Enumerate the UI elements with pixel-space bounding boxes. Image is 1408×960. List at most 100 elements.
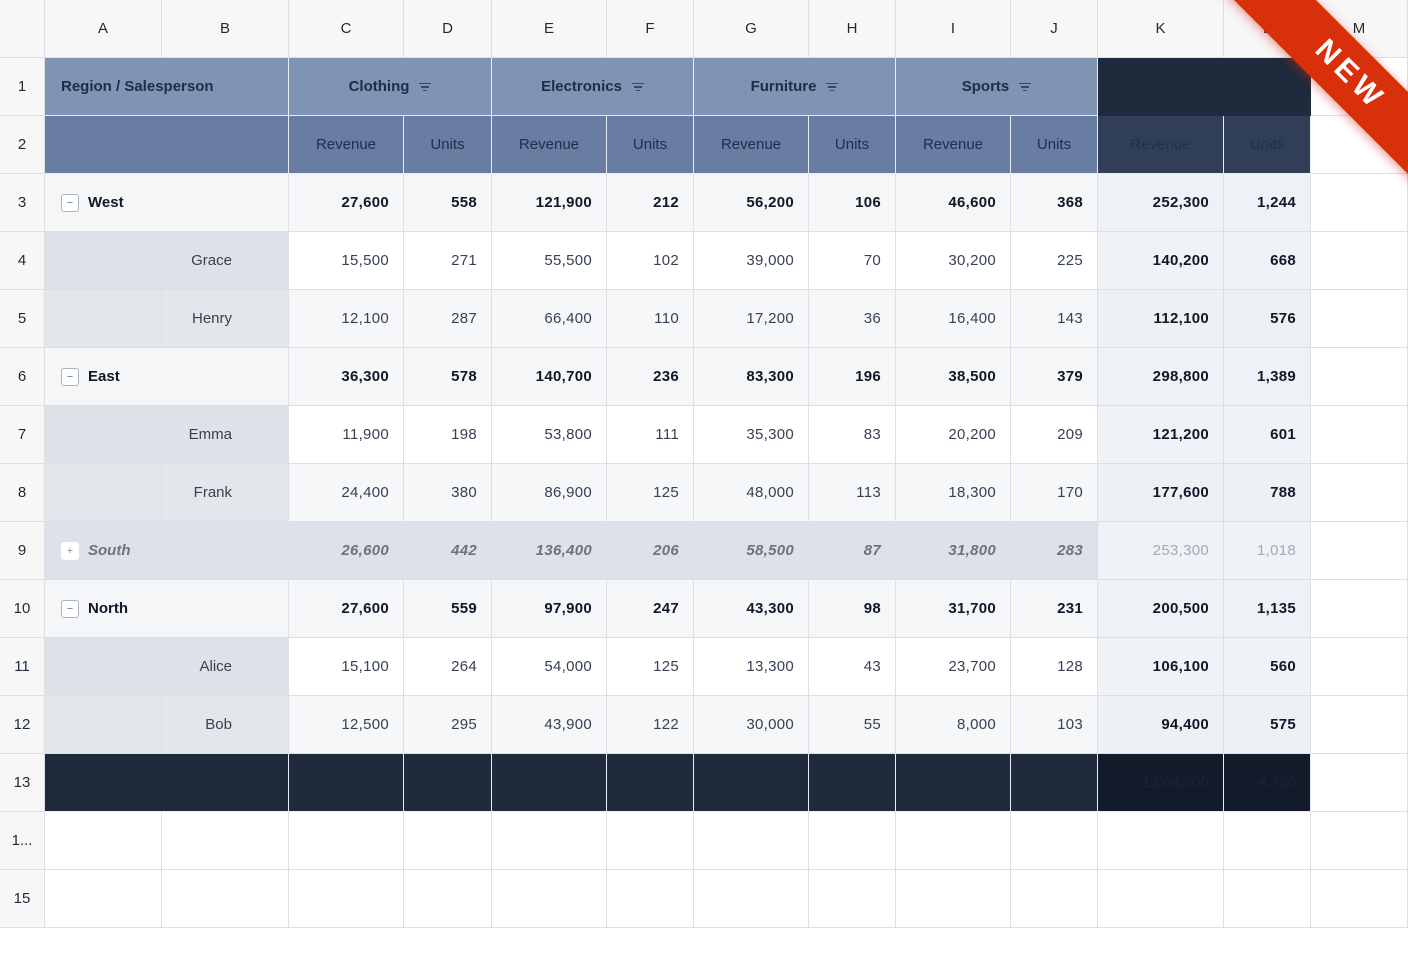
data-cell[interactable]: 53,800 [492,406,607,464]
row-total-revenue[interactable]: 177,600 [1098,464,1224,522]
empty-cell[interactable] [162,870,289,928]
empty-cell[interactable] [1311,406,1408,464]
salesperson-label-frank[interactable]: Frank [162,464,289,522]
data-cell[interactable]: 287 [404,290,492,348]
category-header-furniture[interactable]: Furniture [694,58,896,116]
row-total-revenue[interactable]: 94,400 [1098,696,1224,754]
column-header-d[interactable]: D [404,0,492,58]
data-cell[interactable]: 264 [404,638,492,696]
data-cell[interactable]: 12,500 [289,696,404,754]
indent-cell[interactable] [45,638,162,696]
measure-header-units[interactable]: Units [404,116,492,174]
data-cell[interactable]: 55,500 [492,232,607,290]
data-cell[interactable]: 209 [1011,406,1098,464]
row-header-7[interactable]: 7 [0,406,45,464]
grand-total-cell[interactable] [1011,754,1098,812]
empty-cell[interactable] [607,870,694,928]
row-total-revenue[interactable]: 140,200 [1098,232,1224,290]
data-cell[interactable]: 38,500 [896,348,1011,406]
data-cell[interactable]: 83,300 [694,348,809,406]
data-cell[interactable]: 111 [607,406,694,464]
data-cell[interactable]: 35,300 [694,406,809,464]
empty-cell[interactable] [1011,870,1098,928]
region-row-label-north[interactable]: − North [45,580,289,638]
region-row-label-south[interactable]: + South [45,522,289,580]
filter-icon[interactable] [826,82,839,91]
row-total-revenue[interactable]: 200,500 [1098,580,1224,638]
empty-cell[interactable] [694,870,809,928]
data-cell[interactable]: 196 [809,348,896,406]
data-cell[interactable]: 31,800 [896,522,1011,580]
data-cell[interactable]: 125 [607,638,694,696]
row-total-units[interactable]: 576 [1224,290,1311,348]
indent-cell[interactable] [45,696,162,754]
row-header-6[interactable]: 6 [0,348,45,406]
data-cell[interactable]: 578 [404,348,492,406]
column-header-i[interactable]: I [896,0,1011,58]
salesperson-label-bob[interactable]: Bob [162,696,289,754]
measure-header-revenue[interactable]: Revenue [694,116,809,174]
row-total-units[interactable]: 668 [1224,232,1311,290]
total-revenue-header[interactable]: Revenue [1098,116,1224,174]
data-cell[interactable]: 558 [404,174,492,232]
row-total-units[interactable]: 1,244 [1224,174,1311,232]
data-cell[interactable]: 122 [607,696,694,754]
data-cell[interactable]: 12,100 [289,290,404,348]
data-cell[interactable]: 31,700 [896,580,1011,638]
data-cell[interactable]: 143 [1011,290,1098,348]
row-header-8[interactable]: 8 [0,464,45,522]
data-cell[interactable]: 283 [1011,522,1098,580]
row-total-units[interactable]: 575 [1224,696,1311,754]
row-total-units[interactable]: 560 [1224,638,1311,696]
data-cell[interactable]: 30,200 [896,232,1011,290]
row-total-revenue[interactable]: 253,300 [1098,522,1224,580]
data-cell[interactable]: 27,600 [289,174,404,232]
empty-cell[interactable] [1311,754,1408,812]
row-header-12[interactable]: 12 [0,696,45,754]
data-cell[interactable]: 87 [809,522,896,580]
row-header-14[interactable]: 1... [0,812,45,870]
data-cell[interactable]: 103 [1011,696,1098,754]
data-cell[interactable]: 36,300 [289,348,404,406]
column-header-k[interactable]: K [1098,0,1224,58]
select-all-corner[interactable] [0,0,45,58]
row-total-units[interactable]: 1,135 [1224,580,1311,638]
collapse-icon[interactable]: − [61,367,79,386]
measure-header-units[interactable]: Units [809,116,896,174]
data-cell[interactable]: 198 [404,406,492,464]
data-cell[interactable]: 13,300 [694,638,809,696]
measure-header-revenue[interactable]: Revenue [289,116,404,174]
region-row-label-west[interactable]: − West [45,174,289,232]
empty-cell[interactable] [162,812,289,870]
category-header-electronics[interactable]: Electronics [492,58,694,116]
row-header-5[interactable]: 5 [0,290,45,348]
column-header-a[interactable]: A [45,0,162,58]
indent-cell[interactable] [45,406,162,464]
column-header-c[interactable]: C [289,0,404,58]
data-cell[interactable]: 442 [404,522,492,580]
data-cell[interactable]: 43,300 [694,580,809,638]
empty-cell[interactable] [1311,464,1408,522]
empty-cell[interactable] [404,812,492,870]
indent-cell[interactable] [45,232,162,290]
column-header-f[interactable]: F [607,0,694,58]
data-cell[interactable]: 83 [809,406,896,464]
data-cell[interactable]: 27,600 [289,580,404,638]
data-cell[interactable]: 236 [607,348,694,406]
empty-cell[interactable] [896,870,1011,928]
row-total-units[interactable]: 1,389 [1224,348,1311,406]
row-header-1[interactable]: 1 [0,58,45,116]
empty-cell[interactable] [1311,638,1408,696]
data-cell[interactable]: 559 [404,580,492,638]
region-row-label-east[interactable]: − East [45,348,289,406]
row-total-revenue[interactable]: 298,800 [1098,348,1224,406]
empty-cell[interactable] [45,870,162,928]
grand-total-label-cell[interactable] [45,754,289,812]
grand-total-cell[interactable] [607,754,694,812]
empty-cell[interactable] [492,812,607,870]
data-cell[interactable]: 43,900 [492,696,607,754]
data-cell[interactable]: 58,500 [694,522,809,580]
data-cell[interactable]: 15,500 [289,232,404,290]
data-cell[interactable]: 18,300 [896,464,1011,522]
collapse-icon[interactable]: − [61,193,79,212]
